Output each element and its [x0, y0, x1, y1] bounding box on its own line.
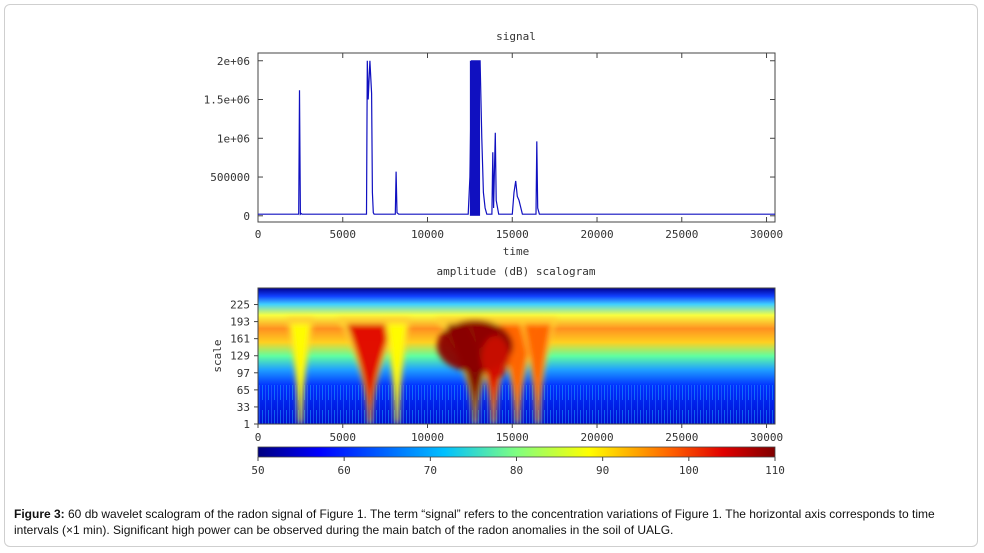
scalogram-x-tick-label: 5000 [330, 431, 357, 444]
signal-x-tick-label: 10000 [411, 228, 444, 241]
scalogram-y-tick-label: 161 [230, 333, 250, 346]
signal-y-tick-label: 1e+06 [217, 132, 250, 145]
signal-x-tick-label: 15000 [496, 228, 529, 241]
signal-x-tick-label: 5000 [330, 228, 357, 241]
signal-x-ticks: 0 5000 10000 15000 20000 25000 30000 [255, 53, 783, 241]
scalogram-y-tick-label: 225 [230, 299, 250, 312]
caption-label: Figure 3: [14, 507, 65, 521]
signal-y-ticks: 0 500000 1e+06 1.5e+06 2e+06 [204, 55, 775, 223]
signal-x-tick-label: 25000 [665, 228, 698, 241]
signal-x-tick-label: 30000 [750, 228, 783, 241]
signal-y-tick-label: 2e+06 [217, 55, 250, 68]
scalogram-cone-inner [290, 324, 310, 420]
colorbar-tick-label: 80 [510, 464, 523, 477]
colorbar-tick-label: 70 [424, 464, 437, 477]
scalogram-x-tick-label: 20000 [580, 431, 613, 444]
scalogram-x-tick-label: 0 [255, 431, 262, 444]
scalogram-y-tick-label: 33 [237, 401, 250, 414]
colorbar-tick-label: 100 [679, 464, 699, 477]
colorbar-tick-label: 110 [765, 464, 785, 477]
scalogram-cone-inner [387, 324, 407, 420]
scalogram-heatmap [258, 288, 775, 424]
scalogram-x-tick-label: 10000 [411, 431, 444, 444]
signal-y-tick-label: 0 [243, 210, 250, 223]
scalogram-y-axis-label: scale [211, 339, 224, 372]
scalogram-y-ticks: 1 33 65 97 129 161 193 225 [230, 299, 258, 431]
scalogram-cone-inner [524, 324, 552, 420]
signal-y-tick-label: 1.5e+06 [204, 94, 250, 107]
scalogram-x-tick-label: 30000 [750, 431, 783, 444]
figure-caption: Figure 3: 60 db wavelet scalogram of the… [14, 506, 974, 538]
scalogram-x-ticks: 0 5000 10000 15000 20000 25000 30000 [255, 424, 783, 444]
signal-chart-title: signal [496, 30, 536, 43]
scalogram-x-tick-label: 15000 [496, 431, 529, 444]
scalogram-y-tick-label: 97 [237, 367, 250, 380]
scalogram-cone-inner [346, 324, 393, 420]
scalogram-y-tick-label: 193 [230, 316, 250, 329]
signal-y-tick-label: 500000 [210, 171, 250, 184]
caption-text: 60 db wavelet scalogram of the radon sig… [14, 507, 935, 537]
scalogram-y-tick-label: 129 [230, 350, 250, 363]
signal-x-tick-label: 20000 [580, 228, 613, 241]
colorbar-tick-label: 60 [338, 464, 351, 477]
scalogram-secondary-anomaly [481, 336, 510, 380]
signal-x-tick-label: 0 [255, 228, 262, 241]
signal-x-axis-label: time [503, 245, 530, 258]
scalogram-y-tick-label: 1 [243, 418, 250, 431]
colorbar [257, 446, 776, 458]
scalogram-title: amplitude (dB) scalogram [437, 265, 596, 278]
signal-plot-area [257, 52, 776, 223]
colorbar-tick-label: 90 [596, 464, 609, 477]
signal-series-line [258, 60, 775, 216]
colorbar-ticks: 50 60 70 80 90 100 110 [251, 457, 785, 477]
scalogram-x-tick-label: 25000 [665, 431, 698, 444]
colorbar-tick-label: 50 [251, 464, 264, 477]
signal-saturated-block [469, 60, 481, 216]
scalogram-y-tick-label: 65 [237, 384, 250, 397]
